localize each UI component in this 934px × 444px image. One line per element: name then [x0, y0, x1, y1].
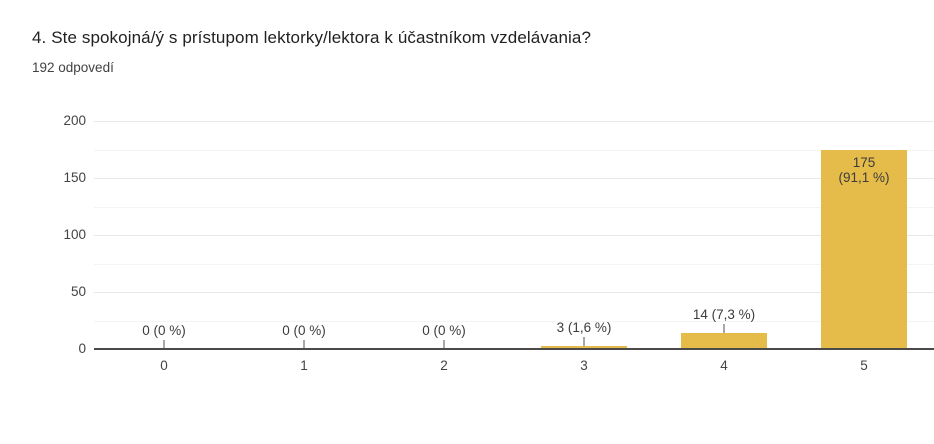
question-title: 4. Ste spokojná/ý s prístupom lektorky/l…	[32, 28, 592, 47]
y-axis-tick-label: 150	[63, 170, 86, 185]
value-label: 3 (1,6 %)	[556, 319, 612, 335]
minor-gridline	[94, 263, 934, 265]
major-gridline	[94, 178, 934, 179]
x-axis-tick-label: 1	[300, 358, 308, 373]
value-label: 14 (7,3 %)	[692, 307, 756, 323]
y-axis-tick-label: 100	[63, 227, 86, 242]
x-axis-tick-label: 5	[860, 358, 868, 373]
major-gridline	[94, 121, 934, 122]
value-label-stem	[723, 324, 725, 334]
bar	[681, 333, 767, 349]
x-axis-tick-label: 3	[580, 358, 588, 373]
value-label: 0 (0 %)	[142, 323, 186, 338]
major-gridline	[94, 235, 934, 236]
x-axis-baseline	[94, 348, 934, 350]
value-label-stem	[163, 340, 165, 349]
bar-chart: 0 (0 %) 0 (0 %) 0 (0 %) 3 (1,6 %) 14 (7,3 %)…	[0, 113, 934, 381]
x-axis-tick-label: 4	[720, 358, 728, 373]
major-gridline	[94, 292, 934, 293]
value-label: 175 (91,1 %)	[838, 154, 890, 186]
minor-gridline	[94, 149, 934, 151]
y-axis-tick-label: 0	[78, 341, 86, 356]
y-axis-tick-label: 200	[63, 113, 86, 128]
plot-area: 0 (0 %) 0 (0 %) 0 (0 %) 3 (1,6 %) 14 (7,3 %)…	[94, 121, 934, 350]
value-label-stem	[583, 336, 585, 346]
y-axis-tick-label: 50	[70, 284, 86, 299]
bar	[821, 149, 907, 349]
x-axis-tick-label: 2	[440, 358, 448, 373]
responses-count: 192 odpovedí	[32, 60, 114, 75]
x-axis-tick-label: 0	[160, 358, 168, 373]
value-label: 0 (0 %)	[282, 323, 326, 338]
value-label-stem	[443, 340, 445, 349]
minor-gridline	[94, 206, 934, 208]
bar	[541, 345, 627, 349]
value-label-stem	[303, 340, 305, 349]
value-label: 0 (0 %)	[422, 323, 466, 338]
minor-gridline	[94, 320, 934, 322]
